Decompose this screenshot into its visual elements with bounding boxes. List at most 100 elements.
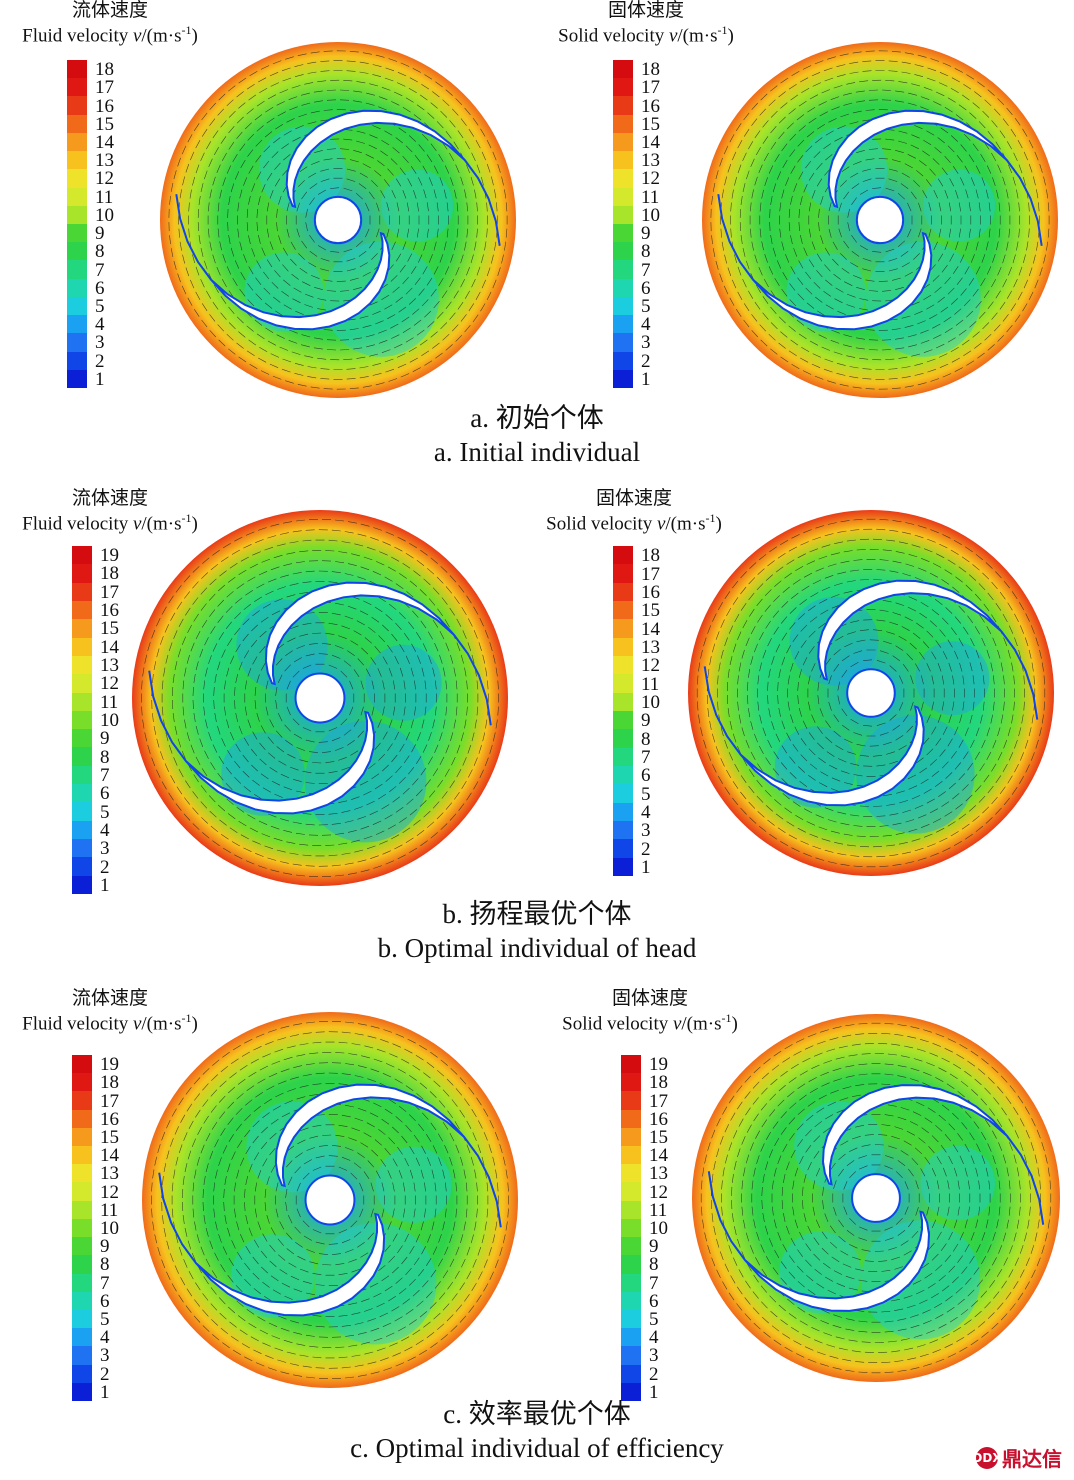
colorbar-tick-label: 3 bbox=[641, 820, 651, 842]
colorbar-tick-label: 17 bbox=[100, 581, 119, 603]
colorbar-tick-label: 8 bbox=[100, 746, 110, 768]
colorbar-segment bbox=[72, 784, 92, 803]
colorbar-tick-label: 17 bbox=[641, 77, 660, 99]
colorbar-segment bbox=[613, 546, 633, 565]
colorbar-tick-label: 11 bbox=[100, 691, 119, 713]
impeller-blade bbox=[707, 1171, 931, 1312]
colorbar-tick-label: 16 bbox=[649, 1108, 668, 1130]
impeller-svg bbox=[132, 510, 508, 886]
colorbar-tick-label: 6 bbox=[641, 765, 651, 787]
colorbar-tick-label: 4 bbox=[641, 801, 651, 823]
colorbar-tick-label: 3 bbox=[649, 1345, 659, 1367]
colorbar-segment bbox=[72, 1218, 92, 1238]
colorbar-segment bbox=[72, 1237, 92, 1256]
colorbar bbox=[621, 1055, 641, 1402]
colorbar-segment bbox=[72, 1109, 92, 1129]
colorbar-segment bbox=[613, 766, 633, 785]
colorbar-segment bbox=[67, 78, 87, 97]
impeller-blade bbox=[285, 109, 501, 246]
impeller-blade bbox=[264, 581, 492, 726]
colorbar-segment bbox=[72, 564, 92, 584]
colorbar-tick-label: 11 bbox=[641, 186, 660, 208]
colorbar-segment bbox=[72, 1309, 92, 1329]
colorbar-segment bbox=[67, 369, 87, 389]
colorbar-tick-label: 5 bbox=[95, 296, 105, 317]
colorbar-tick-label: 10 bbox=[649, 1218, 668, 1239]
impeller-svg bbox=[702, 42, 1058, 398]
legend-title-a-fluid: 流体速度 Fluid velocity v/(m·s-1) bbox=[0, 0, 220, 48]
colorbar-segment bbox=[67, 333, 87, 353]
hub-hole bbox=[304, 1174, 356, 1226]
colorbar-segment bbox=[72, 600, 92, 620]
impeller-contour-plot bbox=[700, 40, 1060, 400]
colorbar-tick-label: 13 bbox=[649, 1163, 668, 1185]
colorbar-tick-label: 10 bbox=[100, 710, 119, 731]
colorbar-tick-label: 15 bbox=[100, 1126, 119, 1148]
colorbar-tick-label: 12 bbox=[641, 168, 660, 190]
colorbar-tick-label: 15 bbox=[641, 113, 660, 135]
colorbar-tick-label: 14 bbox=[100, 636, 119, 658]
impeller-blade bbox=[274, 1083, 502, 1228]
logo-mark-icon: DDX bbox=[972, 1446, 1002, 1469]
colorbar-segment bbox=[613, 784, 633, 804]
colorbar-segment bbox=[72, 857, 92, 877]
colorbar-tick-label: 1 bbox=[641, 368, 651, 390]
colorbar-segment bbox=[613, 187, 633, 207]
colorbar-tick-label: 2 bbox=[95, 350, 105, 372]
colorbar-segment bbox=[621, 1164, 641, 1183]
hub-hole bbox=[846, 668, 896, 718]
colorbar-segment bbox=[72, 1328, 92, 1347]
colorbar-segment bbox=[613, 601, 633, 620]
colorbar-tick-label: 13 bbox=[95, 150, 114, 172]
colorbar-tick-label: 4 bbox=[100, 1327, 110, 1349]
colorbar-tick-label: 3 bbox=[95, 332, 105, 354]
legend-title-cn: 流体速度 bbox=[71, 0, 148, 21]
colorbar-segment bbox=[621, 1091, 641, 1111]
legend-title-en: Fluid velocity v/(m·s-1) bbox=[22, 510, 198, 535]
colorbar-segment bbox=[613, 839, 633, 859]
colorbar-tick-label: 6 bbox=[95, 277, 105, 299]
colorbar-segment bbox=[72, 1073, 92, 1092]
colorbar-segment bbox=[67, 242, 87, 261]
colorbar-segment bbox=[613, 351, 633, 371]
colorbar-tick-label: 1 bbox=[95, 368, 105, 390]
legend-title-cn: 流体速度 bbox=[71, 488, 148, 509]
colorbar-tick-label: 14 bbox=[100, 1145, 119, 1167]
colorbar-segment bbox=[67, 60, 87, 79]
colorbar-tick-label: 10 bbox=[95, 204, 114, 226]
colorbar-segment bbox=[613, 96, 633, 116]
colorbar-tick-label: 9 bbox=[100, 1236, 110, 1258]
colorbar-segment bbox=[613, 151, 633, 170]
colorbar-tick-label: 18 bbox=[100, 563, 119, 585]
colorbar-tick-label: 9 bbox=[641, 223, 651, 245]
colorbar-tick-label: 16 bbox=[100, 1108, 119, 1130]
colorbar-tick-label: 11 bbox=[95, 186, 114, 208]
colorbar-tick-label: 1 bbox=[100, 874, 110, 896]
colorbar-tick-label: 8 bbox=[100, 1254, 110, 1276]
logo-text: 鼎达信 bbox=[1002, 1447, 1062, 1471]
colorbar-segment bbox=[72, 1146, 92, 1165]
colorbar-segment bbox=[72, 582, 92, 602]
colorbar bbox=[613, 60, 633, 389]
caption-en: a. Initial individual bbox=[433, 436, 641, 467]
legend-title-c-fluid: 流体速度 Fluid velocity v/(m·s-1) bbox=[0, 988, 220, 1036]
colorbar-segment bbox=[72, 1164, 92, 1183]
colorbar-tick-label: 9 bbox=[95, 223, 105, 245]
colorbar-tick-label: 12 bbox=[641, 655, 660, 677]
colorbar-tick-label: 13 bbox=[641, 150, 660, 172]
colorbar-tick-label: 10 bbox=[100, 1218, 119, 1239]
colorbar-tick-label: 9 bbox=[649, 1236, 659, 1258]
colorbar-segment bbox=[613, 169, 633, 189]
colorbar-segment bbox=[72, 839, 92, 858]
colorbar-tick-label: 18 bbox=[100, 1072, 119, 1094]
colorbar-segment bbox=[72, 674, 92, 694]
colorbar-legend: 18 17 16 15 14 13 12 11 10 9 8 7 6 5 4 3 2 1 bbox=[613, 60, 693, 390]
colorbar-segment bbox=[613, 711, 633, 730]
impeller-blade bbox=[827, 109, 1043, 246]
colorbar-segment bbox=[72, 1291, 92, 1311]
colorbar-segment bbox=[72, 802, 92, 822]
colorbar-tick-label: 8 bbox=[641, 728, 651, 750]
colorbar-segment bbox=[72, 1055, 92, 1074]
colorbar-segment bbox=[72, 546, 92, 565]
publisher-logo: DDX 鼎达信 bbox=[972, 1443, 1062, 1472]
